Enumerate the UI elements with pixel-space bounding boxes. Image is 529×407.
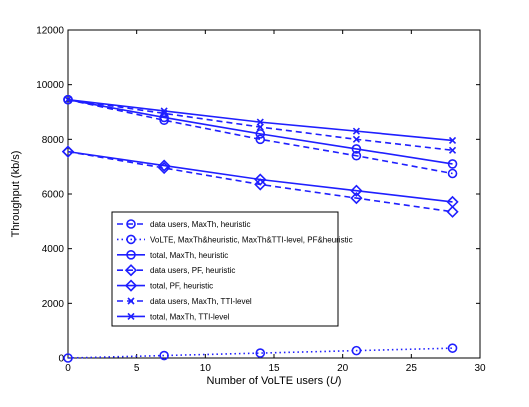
data-point: [447, 168, 458, 179]
legend-label: data users, MaxTh, heuristic: [150, 220, 250, 229]
legend-item: total, PF, heuristic: [117, 279, 213, 292]
data-point: [159, 350, 169, 361]
legend-swatch-marker: [126, 219, 136, 229]
data-point: [351, 345, 362, 356]
x-tick-label: 20: [337, 363, 349, 374]
series-7: [64, 96, 457, 144]
legend-item: data users, MaxTh, TTI-level: [117, 297, 252, 306]
data-point: [254, 173, 267, 186]
data-point: [255, 129, 266, 139]
series-line: [67, 98, 453, 175]
data-point: [446, 195, 459, 209]
series-layer: [61, 94, 459, 363]
x-axis-label: Number of VoLTE users (U): [207, 375, 342, 387]
legend-item: total, MaxTh, TTI-level: [117, 312, 230, 321]
legend-label: data users, PF, heuristic: [150, 266, 235, 275]
series-line: [67, 98, 453, 165]
x-axis-label-prefix: Number of VoLTE users (: [207, 375, 331, 387]
y-axis-ticks: 0 2000 4000 6000 8000 10000 12000: [36, 26, 480, 365]
x-tick-label: 10: [200, 363, 212, 374]
x-tick-label: 15: [268, 363, 280, 374]
x-tick-label: 30: [474, 363, 486, 374]
x-tick-label: 0: [65, 363, 71, 374]
data-point: [61, 145, 75, 158]
data-point: [446, 205, 459, 218]
data-point: [448, 136, 457, 144]
data-point: [254, 178, 267, 191]
legend-swatch-marker: [126, 234, 136, 245]
legend-item: data users, MaxTh, heuristic: [117, 219, 250, 229]
legend-swatch-marker: [127, 312, 135, 320]
y-tick-label: 12000: [36, 26, 64, 37]
x-axis-label-suffix: ): [338, 375, 342, 387]
x-tick-label: 5: [134, 363, 140, 374]
data-point: [351, 150, 362, 161]
legend-item: data users, PF, heuristic: [117, 264, 235, 277]
data-point: [64, 96, 72, 104]
x-axis-label-var: U: [330, 375, 338, 387]
legend-label: VoLTE, MaxTh&heuristic, MaxTh&TTI-level,…: [150, 235, 353, 244]
data-point: [352, 127, 360, 135]
data-point: [63, 353, 73, 363]
series-2: [63, 343, 458, 363]
data-point: [350, 191, 363, 205]
legend-swatch-marker: [127, 297, 135, 305]
data-point: [447, 343, 458, 353]
data-point: [256, 118, 264, 126]
data-point: [158, 159, 171, 172]
legend-swatch-marker: [124, 279, 138, 292]
x-tick-label: 25: [406, 363, 418, 374]
legend-label: total, MaxTh, TTI-level: [150, 312, 230, 321]
y-tick-label: 4000: [42, 244, 65, 255]
data-point: [350, 184, 363, 197]
series-5: [61, 145, 459, 209]
legend-swatch-marker: [124, 264, 138, 277]
data-point: [255, 134, 266, 145]
series-line: [67, 347, 453, 359]
legend-label: data users, MaxTh, TTI-level: [150, 297, 252, 306]
legend-item: total, MaxTh, heuristic: [117, 250, 228, 260]
data-point: [159, 115, 169, 125]
legend-box: [111, 211, 339, 327]
data-point: [352, 135, 360, 143]
y-tick-label: 6000: [42, 190, 65, 201]
y-tick-label: 8000: [42, 135, 65, 146]
series-line: [67, 150, 453, 203]
series-3: [63, 94, 458, 169]
data-point: [351, 144, 362, 154]
legend: data users, MaxTh, heuristic VoLTE, MaxTh…: [111, 211, 353, 327]
y-tick-label: 10000: [36, 80, 64, 91]
data-point: [160, 107, 168, 115]
y-axis-label: Throughput (kb/s): [10, 151, 22, 238]
legend-label: total, PF, heuristic: [150, 282, 213, 291]
legend-label: total, MaxTh, heuristic: [150, 251, 228, 260]
legend-swatch-marker: [126, 250, 136, 260]
legend-item: VoLTE, MaxTh&heuristic, MaxTh&TTI-level,…: [117, 234, 353, 245]
data-point: [447, 159, 458, 169]
y-tick-label: 2000: [42, 299, 65, 310]
data-point: [448, 146, 457, 154]
data-point: [255, 348, 266, 358]
y-tick-label: 0: [58, 354, 64, 365]
